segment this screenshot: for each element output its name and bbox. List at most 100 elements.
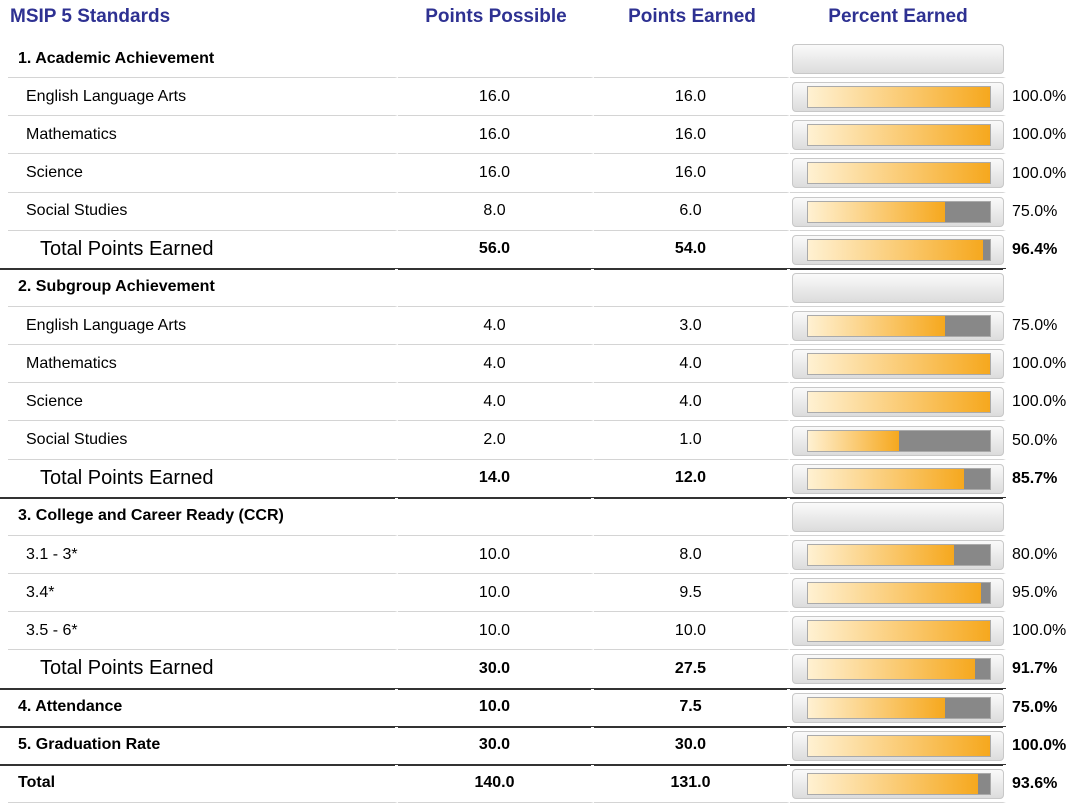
points-earned <box>594 40 790 79</box>
bar-cell <box>790 497 1006 536</box>
progress-bar <box>792 44 1004 74</box>
percent-earned: 100.0% <box>1012 736 1067 754</box>
row-label: 5. Graduation Rate <box>8 726 398 765</box>
bar-cell <box>790 535 1006 575</box>
points-earned: 131.0 <box>594 764 790 803</box>
progress-track <box>807 467 991 490</box>
bar-cell <box>790 78 1006 117</box>
bar-cell <box>790 421 1006 460</box>
progress-bar <box>792 196 1004 227</box>
points-possible: 8.0 <box>398 192 594 231</box>
column-header: Points Possible <box>425 6 567 27</box>
percent-earned: 100.0% <box>1012 355 1067 373</box>
progress-bar <box>792 234 1004 265</box>
points-earned: 9.5 <box>594 574 790 613</box>
progress-bar <box>792 654 1004 685</box>
progress-bar <box>792 692 1004 723</box>
progress-track <box>807 658 991 681</box>
progress-fill <box>808 773 979 794</box>
points-earned: 4.0 <box>594 383 790 422</box>
section-rule <box>0 725 1006 728</box>
row-label: English Language Arts <box>8 307 398 346</box>
points-earned: 10.0 <box>594 612 790 651</box>
percent-earned: 100.0% <box>1012 622 1067 640</box>
points-earned: 16.0 <box>594 154 790 193</box>
row-label: Mathematics <box>8 116 398 155</box>
points-earned: 16.0 <box>594 78 790 117</box>
progress-fill <box>808 735 990 756</box>
progress-fill <box>808 468 964 489</box>
bar-cell <box>790 345 1006 384</box>
points-earned: 54.0 <box>594 230 790 269</box>
points-earned: 3.0 <box>594 307 790 346</box>
progress-track <box>807 86 991 109</box>
points-possible: 140.0 <box>398 764 594 803</box>
points-earned: 8.0 <box>594 535 790 575</box>
row-label: 2. Subgroup Achievement <box>8 268 398 308</box>
progress-track <box>807 429 991 452</box>
row-label: 3. College and Career Ready (CCR) <box>8 497 398 536</box>
bar-cell <box>790 192 1006 231</box>
section-rule <box>0 267 1006 270</box>
percent-earned: 75.0% <box>1012 317 1058 335</box>
progress-track <box>807 696 991 719</box>
points-possible <box>398 268 594 308</box>
percent-earned: 100.0% <box>1012 88 1067 106</box>
points-earned: 6.0 <box>594 192 790 231</box>
percent-earned: 75.0% <box>1012 698 1058 716</box>
points-possible: 30.0 <box>398 726 594 765</box>
progress-bar <box>792 539 1004 570</box>
percent-earned: 100.0% <box>1012 164 1067 182</box>
points-possible <box>398 40 594 79</box>
progress-track <box>807 238 991 261</box>
points-earned: 16.0 <box>594 116 790 155</box>
progress-fill <box>808 125 990 146</box>
row-label: Total Points Earned <box>8 650 398 689</box>
bar-cell <box>790 574 1006 613</box>
progress-bar <box>792 425 1004 456</box>
bar-cell <box>790 764 1006 803</box>
progress-fill <box>808 239 984 260</box>
row-label: 3.5 - 6* <box>8 612 398 651</box>
points-possible: 10.0 <box>398 688 594 727</box>
points-earned: 30.0 <box>594 726 790 765</box>
points-earned: 27.5 <box>594 650 790 689</box>
progress-track <box>807 734 991 757</box>
percent-earned: 50.0% <box>1012 431 1058 449</box>
progress-bar <box>792 616 1004 647</box>
progress-track <box>807 353 991 376</box>
row-label: Total <box>8 764 398 803</box>
progress-track <box>807 315 991 338</box>
points-earned <box>594 268 790 308</box>
progress-track <box>807 162 991 185</box>
progress-fill <box>808 583 981 604</box>
points-possible: 16.0 <box>398 154 594 193</box>
progress-fill <box>808 430 899 451</box>
progress-track <box>807 200 991 223</box>
row-label: English Language Arts <box>8 78 398 117</box>
progress-track <box>807 772 991 795</box>
bar-cell <box>790 154 1006 193</box>
progress-bar <box>792 730 1004 761</box>
percent-earned: 100.0% <box>1012 126 1067 144</box>
points-possible: 16.0 <box>398 116 594 155</box>
percent-earned: 100.0% <box>1012 393 1067 411</box>
progress-fill <box>808 392 990 413</box>
percent-earned: 75.0% <box>1012 202 1058 220</box>
bar-cell <box>790 383 1006 422</box>
row-label: Total Points Earned <box>8 230 398 269</box>
bar-cell <box>790 116 1006 155</box>
points-possible <box>398 497 594 536</box>
points-earned: 4.0 <box>594 345 790 384</box>
points-earned: 12.0 <box>594 459 790 498</box>
progress-fill <box>808 354 990 375</box>
progress-fill <box>808 659 975 680</box>
progress-fill <box>808 201 945 222</box>
points-earned: 1.0 <box>594 421 790 460</box>
points-possible: 10.0 <box>398 535 594 575</box>
progress-bar <box>792 768 1004 799</box>
bar-cell <box>790 612 1006 651</box>
row-label: Science <box>8 154 398 193</box>
column-header: Percent Earned <box>828 6 968 27</box>
bar-cell <box>790 268 1006 308</box>
